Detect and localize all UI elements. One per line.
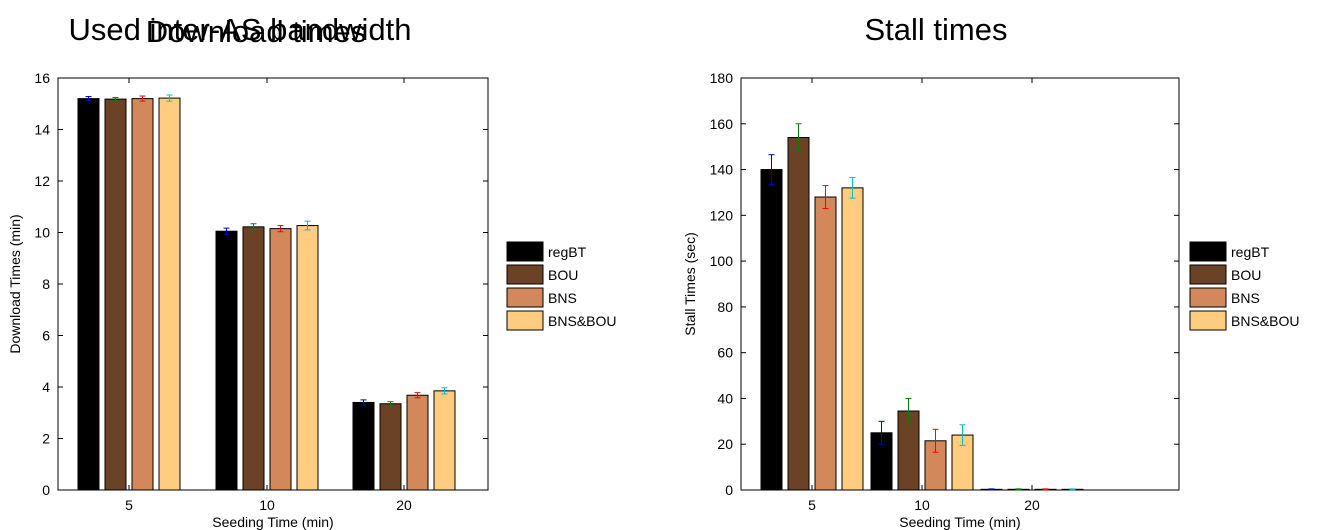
y-tick-label: 12: [34, 173, 50, 189]
bar-regBT-10: [215, 230, 238, 491]
bar-BNS&BOU-10: [296, 225, 319, 491]
y-tick-label: 4: [42, 379, 50, 395]
stall-times-chart: Stall times 0 20 40 60 80 100 120 140 160 180 5 10 20…: [682, 12, 1319, 530]
legend-label: BOU: [1231, 267, 1261, 283]
x-tick-label: 10: [914, 497, 930, 513]
y-tick-label: 14: [34, 122, 50, 138]
legend-label: BNS&BOU: [1231, 313, 1299, 329]
x-tick-label: 5: [808, 497, 816, 513]
legend-label: BNS: [548, 290, 577, 306]
bar-BOU-5: [787, 137, 810, 491]
y-tick-label: 40: [717, 390, 733, 406]
bar-regBT-5: [77, 98, 100, 491]
y-tick-label: 100: [710, 253, 734, 269]
y-tick-label: 140: [710, 162, 734, 178]
legend-swatch-BOU: [506, 264, 544, 285]
legend-swatch-regBT: [1189, 241, 1227, 262]
x-tick-label: 5: [125, 497, 133, 513]
bar-BNS&BOU-5: [841, 187, 864, 491]
bar-BNS-5: [814, 196, 837, 491]
bar-BNS&BOU-5: [158, 97, 181, 491]
bar-BNS-20: [406, 394, 429, 491]
x-tick-label: 10: [259, 497, 275, 513]
bar-regBT-20: [352, 401, 375, 491]
x-tick-label: 20: [1024, 497, 1040, 513]
legend-swatch-BNS&BOU: [1189, 310, 1227, 331]
legend-swatch-regBT: [506, 241, 544, 262]
legend-label: regBT: [1231, 244, 1270, 260]
y-tick-label: 120: [710, 207, 734, 223]
legend-label: BOU: [548, 267, 578, 283]
legend-swatch-BNS: [506, 287, 544, 308]
legend-label: BNS&BOU: [548, 313, 616, 329]
y-tick-label: 60: [717, 345, 733, 361]
y-tick-label: 80: [717, 299, 733, 315]
y-tick-label: 160: [710, 116, 734, 132]
y-tick-label: 8: [42, 276, 50, 292]
bar-BNS-5: [131, 98, 154, 491]
y-tick-label: 2: [42, 431, 50, 447]
x-tick-label: 20: [396, 497, 412, 513]
y-tick-label: 6: [42, 328, 50, 344]
chart-title: Download times: [146, 14, 367, 49]
x-axis-label: Seeding Time (min): [212, 514, 333, 530]
legend-swatch-BNS: [1189, 287, 1227, 308]
bar-BNS&BOU-20: [433, 390, 456, 491]
legend-label: regBT: [548, 244, 587, 260]
y-axis-label: Download Times (min): [7, 214, 23, 353]
y-tick-label: 10: [34, 225, 50, 241]
x-axis-label: Seeding Time (min): [899, 514, 1020, 530]
y-axis-label: Stall Times (sec): [682, 232, 698, 335]
y-tick-label: 180: [710, 70, 734, 86]
legend-swatch-BOU: [1189, 264, 1227, 285]
bar-BNS-10: [269, 228, 292, 491]
bar-BOU-20: [379, 403, 402, 491]
y-tick-label: 16: [34, 70, 50, 86]
chart-title: Stall times: [865, 12, 1008, 47]
bar-BOU-5: [104, 98, 127, 491]
y-tick-label: 20: [717, 436, 733, 452]
y-tick-label: 0: [725, 482, 733, 498]
bar-regBT-5: [760, 169, 783, 491]
chart-title-overlap: Used inter-AS bandwidth: [69, 12, 412, 47]
y-tick-label: 0: [42, 482, 50, 498]
legend-label: BNS: [1231, 290, 1260, 306]
bar-BOU-10: [242, 226, 265, 491]
legend-swatch-BNS&BOU: [506, 310, 544, 331]
